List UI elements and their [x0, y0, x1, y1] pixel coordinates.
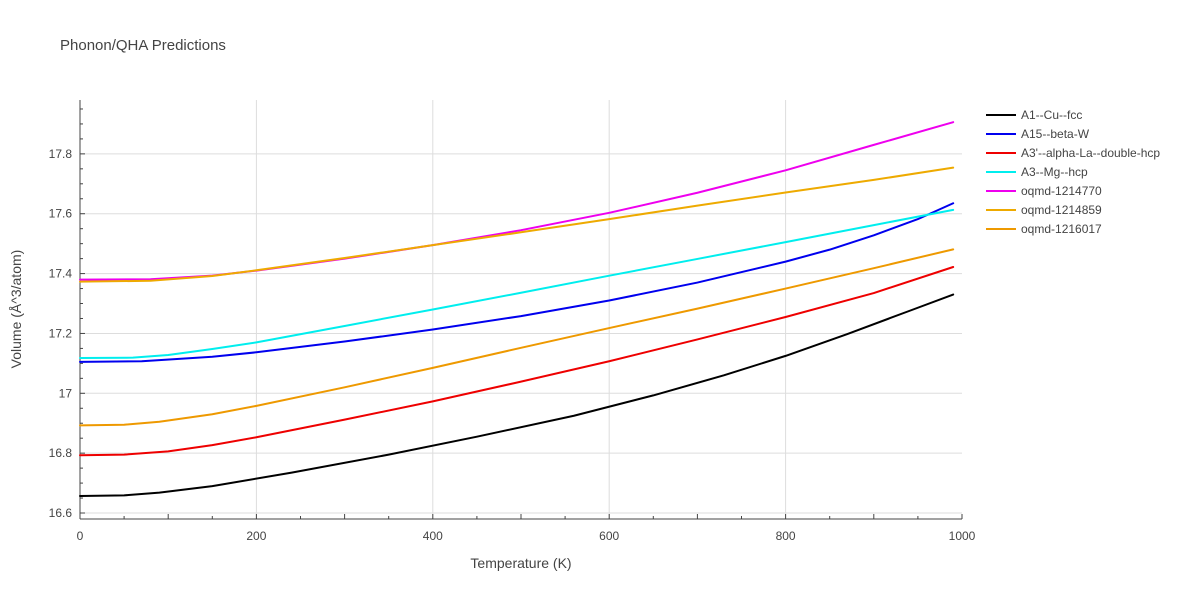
x-tick-label: 800 — [776, 529, 796, 543]
chart-title: Phonon/QHA Predictions — [60, 37, 226, 54]
y-tick-label: 17.6 — [49, 207, 73, 221]
legend-label: A3'--alpha-La--double-hcp — [1021, 146, 1160, 160]
series-line — [79, 202, 955, 363]
series-line — [79, 248, 955, 427]
series-line — [79, 266, 955, 457]
legend-label: oqmd-1216017 — [1021, 222, 1102, 236]
legend-label: oqmd-1214770 — [1021, 184, 1102, 198]
x-tick-label: 1000 — [949, 529, 976, 543]
y-tick-label: 16.6 — [49, 506, 73, 520]
legend-label: A1--Cu--fcc — [1021, 108, 1082, 122]
legend-item: A15--beta-W — [986, 127, 1090, 141]
legend-label: A3--Mg--hcp — [1021, 165, 1088, 179]
legend-item: oqmd-1214859 — [986, 203, 1102, 217]
series-line — [79, 166, 955, 283]
plot-area — [79, 121, 955, 497]
legend-label: A15--beta-W — [1021, 127, 1090, 141]
y-axis-title: Volume (Å^3/atom) — [8, 250, 24, 369]
y-tick-label: 17.2 — [49, 326, 73, 340]
y-tick-label: 16.8 — [49, 446, 73, 460]
legend-label: oqmd-1214859 — [1021, 203, 1102, 217]
y-tick-label: 17.4 — [49, 267, 73, 281]
series-line — [79, 293, 955, 497]
x-tick-label: 400 — [423, 529, 443, 543]
x-tick-label: 0 — [77, 529, 84, 543]
legend-item: A3'--alpha-La--double-hcp — [986, 146, 1160, 160]
x-tick-label: 600 — [599, 529, 619, 543]
series-line — [79, 121, 955, 281]
legend-item: oqmd-1216017 — [986, 222, 1102, 236]
axes: 0 200 400 600 800 1000 16.6 16.8 17 17.2 17.4 17.6 1… — [49, 100, 976, 543]
x-axis-title: Temperature (K) — [470, 555, 571, 571]
legend-item: A1--Cu--fcc — [986, 108, 1082, 122]
y-tick-label: 17.8 — [49, 147, 73, 161]
legend-item: A3--Mg--hcp — [986, 165, 1088, 179]
series-line — [79, 208, 955, 359]
legend-item: oqmd-1214770 — [986, 184, 1102, 198]
x-tick-label: 200 — [246, 529, 266, 543]
legend: A1--Cu--fcc A15--beta-W A3'--alpha-La--dou… — [986, 108, 1160, 236]
y-tick-label: 17 — [59, 386, 73, 400]
grid — [80, 100, 962, 519]
